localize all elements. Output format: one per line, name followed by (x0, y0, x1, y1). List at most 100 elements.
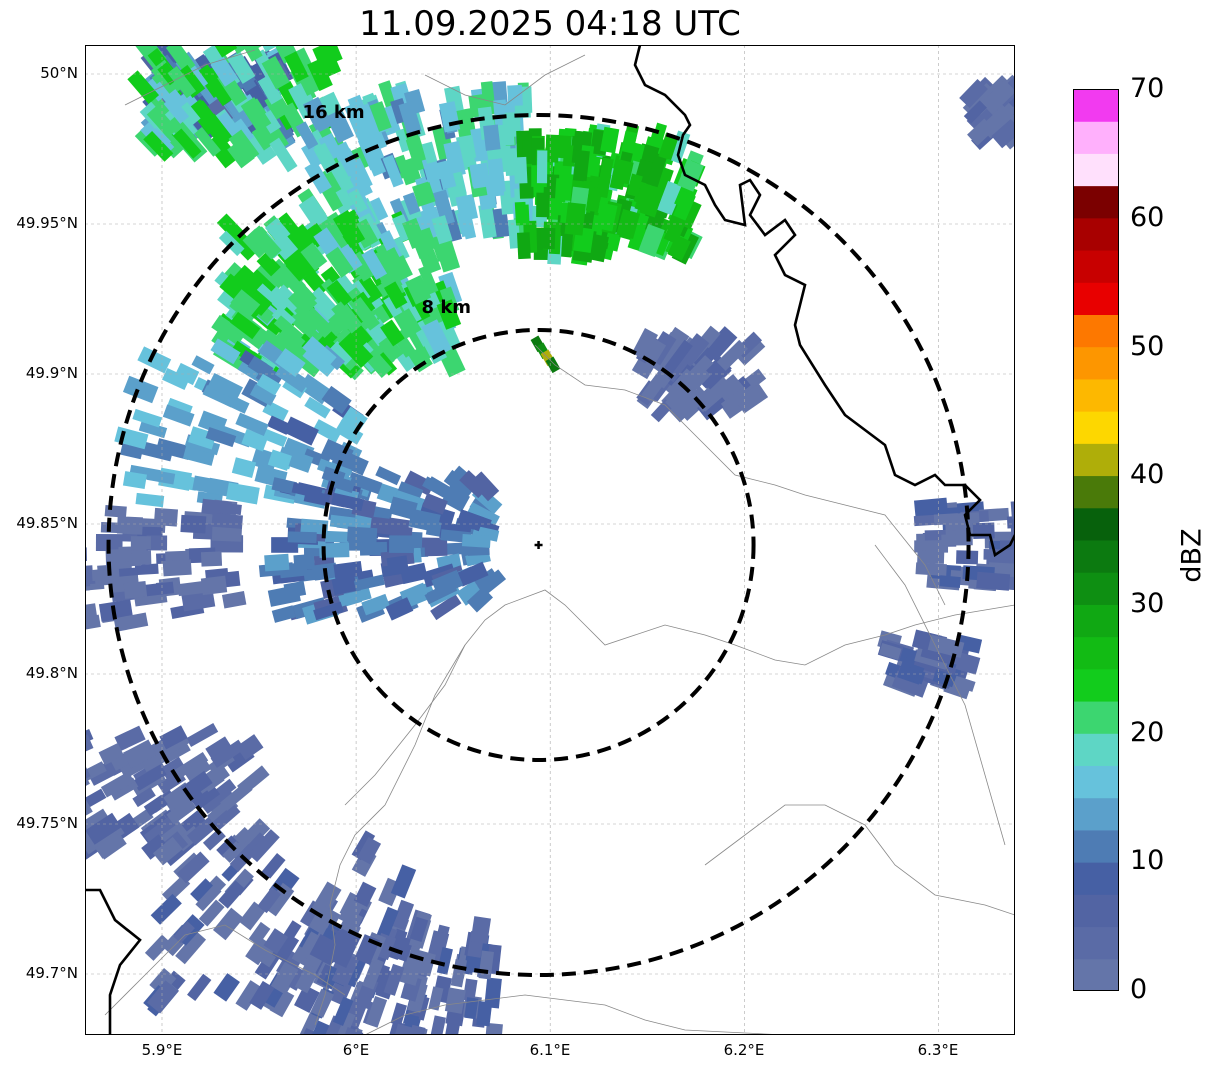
colorbar-segment (1073, 701, 1119, 734)
echo-cell (336, 148, 361, 178)
echo-cell (256, 373, 282, 396)
echo-cell (304, 396, 331, 419)
radar-site-marker (534, 541, 543, 549)
colorbar-segment (1073, 314, 1119, 348)
echo-cell (644, 338, 667, 364)
echo-cell (470, 916, 491, 944)
echo-cell (631, 328, 659, 360)
echo-cell (267, 449, 292, 471)
colorbar-segment (1073, 765, 1119, 799)
echo-cell (939, 575, 961, 588)
echo-cell (545, 356, 561, 374)
echo-cell (402, 192, 421, 215)
echo-cell (734, 383, 769, 414)
echo-cell (205, 132, 240, 169)
echo-cell (408, 508, 441, 533)
echo-cell (613, 159, 634, 185)
echo-cell (600, 126, 620, 154)
echo-cell (409, 916, 429, 943)
echo-cell (344, 100, 373, 138)
echo-cell (167, 65, 197, 99)
echo-cell (312, 419, 342, 443)
colorbar-label: dBZ (1176, 528, 1207, 583)
echo-cell (543, 174, 560, 199)
echo-cell (210, 56, 238, 87)
echo-cell (658, 132, 679, 161)
echo-cell (202, 828, 226, 851)
echo-cell (597, 157, 614, 190)
echo-cell (390, 525, 413, 538)
echo-cell (348, 188, 368, 214)
echo-cell (421, 141, 438, 164)
echo-cell (138, 420, 168, 439)
colorbar-tick: 0 (1130, 974, 1148, 1005)
echo-cell (274, 362, 310, 393)
echo-cell (264, 882, 295, 917)
echo-cell (388, 496, 418, 520)
echo-cell (421, 319, 452, 357)
echo-cell (320, 438, 354, 467)
echo-cell (300, 518, 329, 535)
echo-cell (202, 384, 236, 408)
echo-cell (306, 287, 340, 322)
echo-cell (353, 574, 385, 592)
echo-cell (174, 64, 206, 98)
echo-cell (478, 203, 497, 239)
echo-cell (273, 315, 304, 344)
echo-cell (321, 385, 352, 415)
echo-cell (261, 55, 290, 90)
echo-cell (207, 372, 244, 401)
colorbar-segment (1073, 185, 1119, 219)
echo-cell (123, 580, 148, 599)
echo-cell (236, 734, 264, 761)
echo-cell (225, 97, 255, 131)
colorbar-segment (1073, 346, 1119, 380)
echo-cell (673, 191, 696, 221)
echo-cell (298, 195, 331, 231)
echo-cell (365, 995, 388, 1028)
colorbar-segment (1073, 797, 1119, 831)
echo-cell (380, 319, 405, 347)
echo-cell (382, 247, 409, 281)
echo-cell (257, 887, 282, 914)
echo-cell (293, 553, 315, 571)
echo-cell (391, 899, 415, 931)
echo-cell (507, 219, 521, 249)
echo-cell (330, 161, 355, 193)
echo-cell (143, 815, 177, 844)
echo-cell (325, 109, 355, 144)
lat-tick: 49.7°N (25, 964, 78, 982)
echo-cell (351, 218, 379, 249)
echo-cell (333, 561, 363, 580)
echo-cell (422, 493, 448, 515)
echo-cell (195, 64, 226, 99)
echo-cell (357, 836, 382, 865)
echo-cell (132, 764, 167, 792)
echo-cell (419, 227, 437, 252)
echo-cell (913, 497, 949, 519)
echo-cell (116, 516, 143, 535)
echo-cell (329, 514, 356, 530)
echo-cell (668, 389, 703, 423)
echo-cell (301, 142, 324, 169)
echo-cell (720, 386, 751, 414)
echo-cell (981, 106, 1015, 139)
colorbar-border (1073, 89, 1119, 991)
echo-cell (389, 934, 414, 962)
echo-cell (265, 286, 293, 313)
echo-cell (144, 934, 171, 961)
echo-cell (143, 794, 168, 817)
echo-cell (198, 899, 225, 927)
echo-cell (983, 549, 1015, 561)
colorbar-segment (1073, 926, 1119, 960)
lat-tick: 50°N (40, 64, 78, 82)
colorbar-segment (1073, 604, 1119, 638)
echo-cell (941, 534, 973, 546)
echo-cell (187, 973, 212, 1002)
echo-cell (287, 531, 317, 544)
colorbar-segment (1073, 507, 1119, 541)
echo-cell (291, 279, 317, 306)
echo-cell (216, 835, 239, 858)
echo-cell (213, 973, 240, 1002)
echo-cell (456, 561, 489, 587)
